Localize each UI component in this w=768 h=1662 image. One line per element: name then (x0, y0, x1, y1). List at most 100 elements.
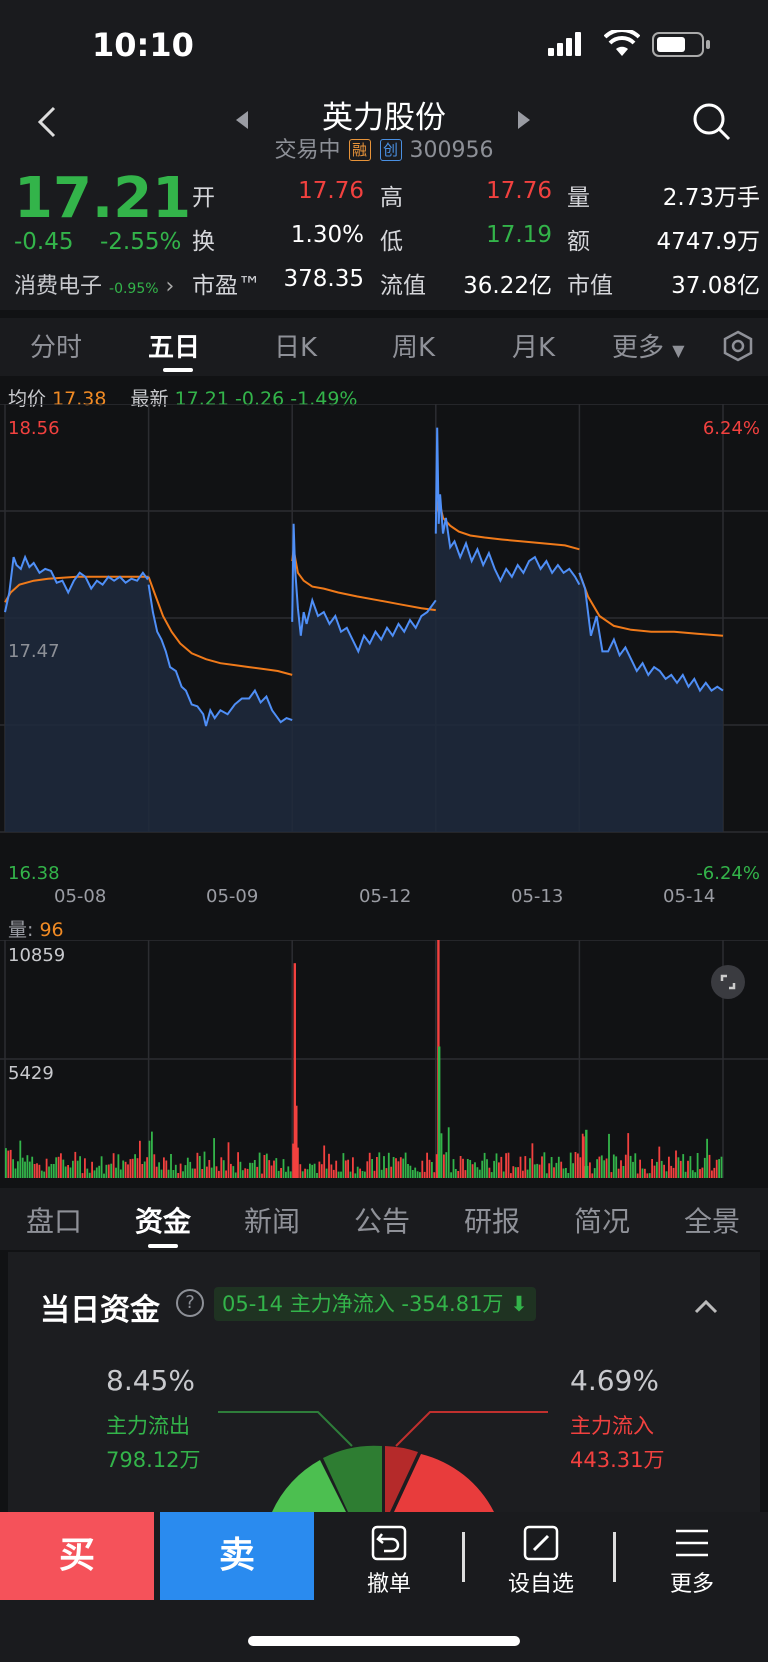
volume-bar (572, 1163, 574, 1178)
prev-stock-icon[interactable] (236, 111, 248, 129)
volume-bar (519, 1156, 522, 1178)
volume-bar-spike (585, 1129, 588, 1178)
volume-bar (234, 1172, 237, 1178)
volume-bar (629, 1155, 632, 1178)
volume-bar (74, 1151, 77, 1178)
volume-bar (431, 1162, 433, 1178)
volume-bar (292, 1143, 294, 1178)
tab-intraday[interactable]: 分时 (30, 333, 83, 363)
header (0, 90, 768, 172)
fund-donut-chart (218, 1411, 548, 1512)
divider (462, 1532, 465, 1582)
volume-bar (239, 1161, 242, 1178)
volume-bar (510, 1173, 512, 1178)
volume-bar (48, 1166, 50, 1178)
volume-bar (593, 1168, 596, 1178)
x-tick-label: 05-12 (359, 886, 412, 907)
volume-bar (390, 1166, 393, 1178)
quote-label: 额 (567, 229, 590, 255)
volume-bar (512, 1166, 515, 1178)
tab-more[interactable]: 更多 ▼ (612, 327, 685, 364)
buy-button[interactable]: 买 (0, 1512, 154, 1600)
tab-news[interactable]: 新闻 (244, 1205, 301, 1238)
volume-bar (711, 1170, 713, 1178)
caret-down-icon: ▼ (672, 341, 685, 360)
add-watchlist-button[interactable]: 设自选 (491, 1524, 591, 1598)
volume-bar (569, 1152, 572, 1178)
volume-bar (589, 1162, 591, 1178)
volume-chart[interactable] (0, 940, 768, 1180)
volume-bar (423, 1171, 426, 1178)
volume-bar (196, 1152, 199, 1178)
y-axis-min-label: 16.38 (8, 863, 60, 884)
volume-bar (687, 1160, 689, 1178)
volume-bar (210, 1167, 213, 1178)
volume-bar (79, 1156, 81, 1178)
search-icon[interactable] (692, 102, 732, 142)
sector-link[interactable]: 消费电子 -0.95% › (14, 268, 174, 300)
quote-value: 17.19 (486, 222, 552, 248)
tab-announcements[interactable]: 公告 (354, 1205, 411, 1238)
tab-research[interactable]: 研报 (464, 1205, 521, 1238)
volume-bar (5, 1148, 7, 1178)
volume-bar (658, 1146, 661, 1178)
volume-bar (617, 1168, 620, 1178)
volume-bar (612, 1154, 615, 1178)
sell-button[interactable]: 卖 (160, 1512, 314, 1600)
help-icon[interactable]: ? (176, 1289, 204, 1317)
tab-fund-flow[interactable]: 资金 (135, 1205, 192, 1238)
volume-bar (538, 1164, 541, 1178)
chevron-up-icon[interactable] (694, 1294, 718, 1318)
back-icon[interactable] (30, 104, 66, 140)
volume-bar (471, 1164, 474, 1178)
volume-bar (407, 1164, 409, 1178)
quote-label: 量 (567, 185, 590, 211)
tab-monthly-k[interactable]: 月K (512, 333, 556, 363)
volume-bar (100, 1156, 103, 1178)
cancel-order-button[interactable]: 撤单 (339, 1524, 439, 1598)
expand-icon[interactable] (711, 965, 745, 999)
volume-bar (213, 1138, 215, 1178)
volume-bar (38, 1164, 41, 1178)
price-area-fill (5, 557, 149, 832)
volume-bar (474, 1162, 476, 1178)
tab-overview[interactable]: 全景 (684, 1205, 741, 1238)
volume-bar (682, 1154, 685, 1178)
inflow-amount: 443.31万 (570, 1448, 665, 1472)
volume-bar (160, 1169, 163, 1178)
more-button[interactable]: 更多 (642, 1524, 742, 1598)
volume-bar (237, 1152, 239, 1178)
settings-icon[interactable] (722, 330, 754, 362)
volume-bar (174, 1164, 177, 1178)
volume-bar (275, 1158, 278, 1178)
volume-bar (562, 1168, 565, 1178)
volume-bar (555, 1162, 558, 1178)
volume-bar (127, 1164, 129, 1178)
volume-bar (179, 1163, 182, 1178)
volume-bar (253, 1160, 256, 1178)
tab-five-day[interactable]: 五日 (148, 333, 201, 363)
tab-profile[interactable]: 简况 (574, 1205, 631, 1238)
five-day-price-chart[interactable] (0, 404, 768, 904)
volume-bar (409, 1165, 412, 1178)
tab-order-book[interactable]: 盘口 (26, 1205, 83, 1238)
tab-daily-k[interactable]: 日K (274, 333, 318, 363)
volume-bar (313, 1163, 316, 1178)
volume-bar (246, 1168, 249, 1178)
volume-bar (19, 1140, 22, 1178)
edit-icon (523, 1525, 559, 1561)
volume-bar (610, 1172, 613, 1178)
volume-bar (385, 1168, 388, 1178)
volume-bar (122, 1160, 125, 1178)
sector-change: -0.95% (109, 281, 159, 297)
volume-bar (656, 1161, 658, 1178)
volume-bar (289, 1171, 292, 1178)
volume-bar (352, 1157, 354, 1178)
volume-bar (141, 1164, 144, 1178)
tab-weekly-k[interactable]: 周K (392, 333, 436, 363)
volume-bar (364, 1171, 366, 1178)
volume-bar (493, 1160, 495, 1178)
next-stock-icon[interactable] (518, 111, 530, 129)
volume-bar (548, 1163, 551, 1178)
volume-bar (701, 1167, 704, 1178)
